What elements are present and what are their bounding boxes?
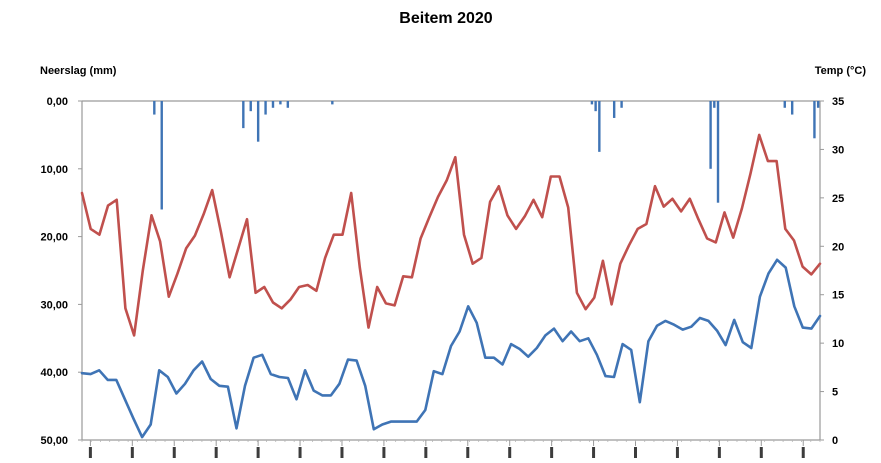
precipitation-bar: [153, 101, 156, 115]
max-temp-line: [80, 133, 822, 337]
precipitation-bar: [713, 101, 716, 108]
left-tick-label: 10,00: [40, 164, 68, 176]
right-tick-label: 35: [832, 96, 844, 108]
right-tick-label: 30: [832, 144, 844, 156]
precipitation-bar: [716, 101, 720, 203]
right-tick-label: 0: [832, 435, 838, 447]
plot-area: 0,00 10,00 20,00 30,00 40,00 50,00 35 30 25 20 15 1…: [40, 96, 844, 458]
precipitation-bar: [279, 101, 282, 105]
precipitation-bar: [813, 101, 816, 139]
precipitation-bar: [598, 101, 601, 152]
x-tick-label: [634, 447, 637, 458]
left-tick-label: 40,00: [40, 367, 68, 379]
precipitation-bar: [816, 101, 820, 108]
left-tick-label: 30,00: [40, 299, 68, 311]
precipitation-bar: [709, 101, 712, 169]
precipitation-bar: [256, 101, 260, 142]
precipitation-bar: [783, 101, 786, 108]
precipitation-bar: [271, 101, 275, 108]
x-tick-label: [675, 447, 679, 458]
precipitation-bar: [331, 101, 334, 105]
right-tick-label: 25: [832, 193, 844, 205]
right-tick-label: 20: [832, 241, 844, 253]
x-tick-label: [550, 447, 554, 458]
precipitation-bar: [790, 101, 794, 115]
x-tick-label: [130, 447, 134, 458]
x-tick-label: [801, 447, 805, 458]
right-axis-title: Temp (°C): [815, 65, 867, 77]
right-tick-label: 10: [832, 338, 844, 350]
x-tick-label: [256, 447, 260, 458]
x-tick-label: [340, 447, 344, 458]
precipitation-bar: [594, 101, 597, 112]
x-tick-label: [466, 447, 470, 458]
chart-title: Beitem 2020: [399, 10, 492, 27]
x-tick-label: [424, 447, 428, 458]
precipitation-bar: [242, 101, 245, 129]
x-tick-label: [214, 447, 218, 458]
precipitation-bar: [286, 101, 290, 108]
precipitation-bar: [160, 101, 163, 210]
x-tick-label: [382, 447, 386, 458]
x-tick-label: [88, 447, 92, 458]
left-tick-label: 50,00: [40, 435, 68, 447]
x-tick-label: [592, 447, 596, 458]
left-tick-label: 0,00: [47, 96, 68, 108]
x-tick-label: [717, 447, 721, 458]
right-tick-label: 15: [832, 290, 844, 302]
x-tick-label: [172, 447, 176, 458]
precipitation-bar: [249, 101, 252, 112]
x-tick-label: [298, 447, 302, 458]
precipitation-bar: [590, 101, 594, 105]
precipitation-bar: [264, 101, 267, 115]
right-tick-label: 5: [832, 387, 838, 399]
min-temp-line: [80, 258, 822, 439]
left-tick-label: 20,00: [40, 232, 68, 244]
x-tick-label: [508, 447, 512, 458]
left-axis-title: Neerslag (mm): [40, 65, 117, 77]
precipitation-bar: [612, 101, 616, 118]
x-tick-label: [759, 447, 763, 458]
precipitation-bar: [620, 101, 623, 108]
